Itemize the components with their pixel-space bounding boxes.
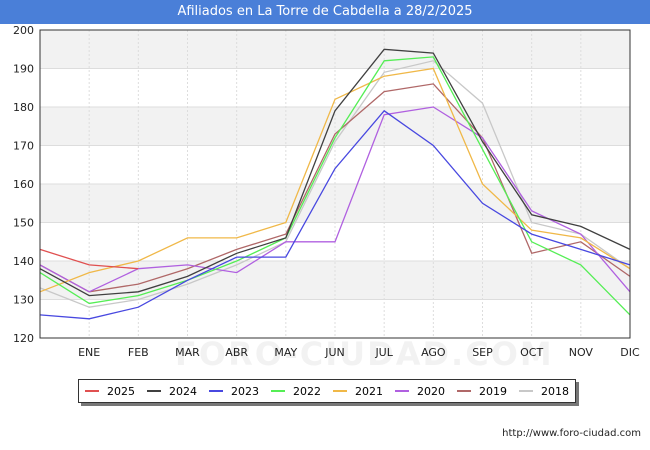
legend-swatch: [85, 390, 99, 392]
x-axis-ticks: ENE FEB MAR ABR MAY JUN JUL AGO SEP OCT NOV DIC: [78, 346, 640, 359]
x-tick-label: DIC: [620, 346, 640, 359]
legend-item-2024: 2024: [147, 385, 197, 398]
series-line-2019: [39, 83, 631, 293]
legend-item-2021: 2021: [333, 385, 383, 398]
y-tick-label: 150: [13, 217, 34, 230]
series-line-2022: [39, 56, 631, 316]
legend-label: 2025: [107, 384, 135, 398]
y-tick-label: 190: [13, 63, 34, 76]
series-line-2021: [39, 67, 631, 293]
y-axis-ticks: 120 130 140 150 160 170 180 190 200: [13, 24, 34, 345]
y-tick-label: 170: [13, 140, 34, 153]
chart-legend: 2025 2024 2023 2022 2021 2020 2019 2018: [78, 379, 576, 403]
x-tick-label: AGO: [421, 346, 446, 359]
x-tick-label: ENE: [78, 346, 100, 359]
legend-swatch: [271, 390, 285, 392]
series-line-2025: [39, 248, 139, 270]
plot-frame: [39, 29, 631, 339]
series-line-2023: [39, 109, 631, 320]
x-tick-label: MAR: [175, 346, 200, 359]
y-tick-label: 120: [13, 332, 34, 345]
x-tick-label: NOV: [569, 346, 594, 359]
x-tick-label: JUL: [374, 346, 393, 359]
series-lines: [39, 48, 631, 320]
series-line-2024: [39, 48, 631, 297]
legend-item-2023: 2023: [209, 385, 259, 398]
x-tick-label: OCT: [520, 346, 543, 359]
legend-swatch: [395, 390, 409, 392]
legend-item-2019: 2019: [457, 385, 507, 398]
chart-title: Afiliados en La Torre de Cabdella a 28/2…: [0, 0, 650, 24]
footer-url: http://www.foro-ciudad.com: [502, 428, 641, 439]
legend-label: 2024: [169, 384, 197, 398]
legend-item-2020: 2020: [395, 385, 445, 398]
x-tick-label: JUN: [324, 346, 345, 359]
y-tick-label: 200: [13, 24, 34, 37]
legend-label: 2023: [231, 384, 259, 398]
legend-item-2018: 2018: [519, 385, 569, 398]
legend-label: 2018: [541, 384, 569, 398]
legend-item-2022: 2022: [271, 385, 321, 398]
x-tick-label: FEB: [128, 346, 149, 359]
x-tick-label: ABR: [225, 346, 248, 359]
y-tick-label: 130: [13, 294, 34, 307]
legend-label: 2022: [293, 384, 321, 398]
y-tick-label: 180: [13, 101, 34, 114]
y-tick-label: 140: [13, 255, 34, 268]
legend-label: 2021: [355, 384, 383, 398]
legend-label: 2020: [417, 384, 445, 398]
x-tick-label: SEP: [472, 346, 493, 359]
legend-label: 2019: [479, 384, 507, 398]
legend-swatch: [147, 390, 161, 392]
x-tick-label: MAY: [274, 346, 297, 359]
legend-swatch: [457, 390, 471, 392]
legend-swatch: [333, 390, 347, 392]
legend-swatch: [519, 390, 533, 392]
series-line-2018: [39, 60, 631, 308]
legend-swatch: [209, 390, 223, 392]
watermark: FORO-CIUDAD.COM: [175, 335, 554, 373]
y-tick-label: 160: [13, 178, 34, 191]
legend-item-2025: 2025: [85, 385, 135, 398]
